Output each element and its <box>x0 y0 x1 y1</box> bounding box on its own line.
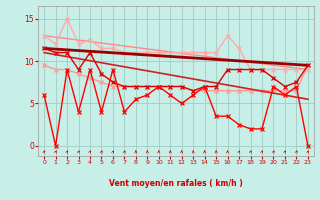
X-axis label: Vent moyen/en rafales ( km/h ): Vent moyen/en rafales ( km/h ) <box>109 179 243 188</box>
